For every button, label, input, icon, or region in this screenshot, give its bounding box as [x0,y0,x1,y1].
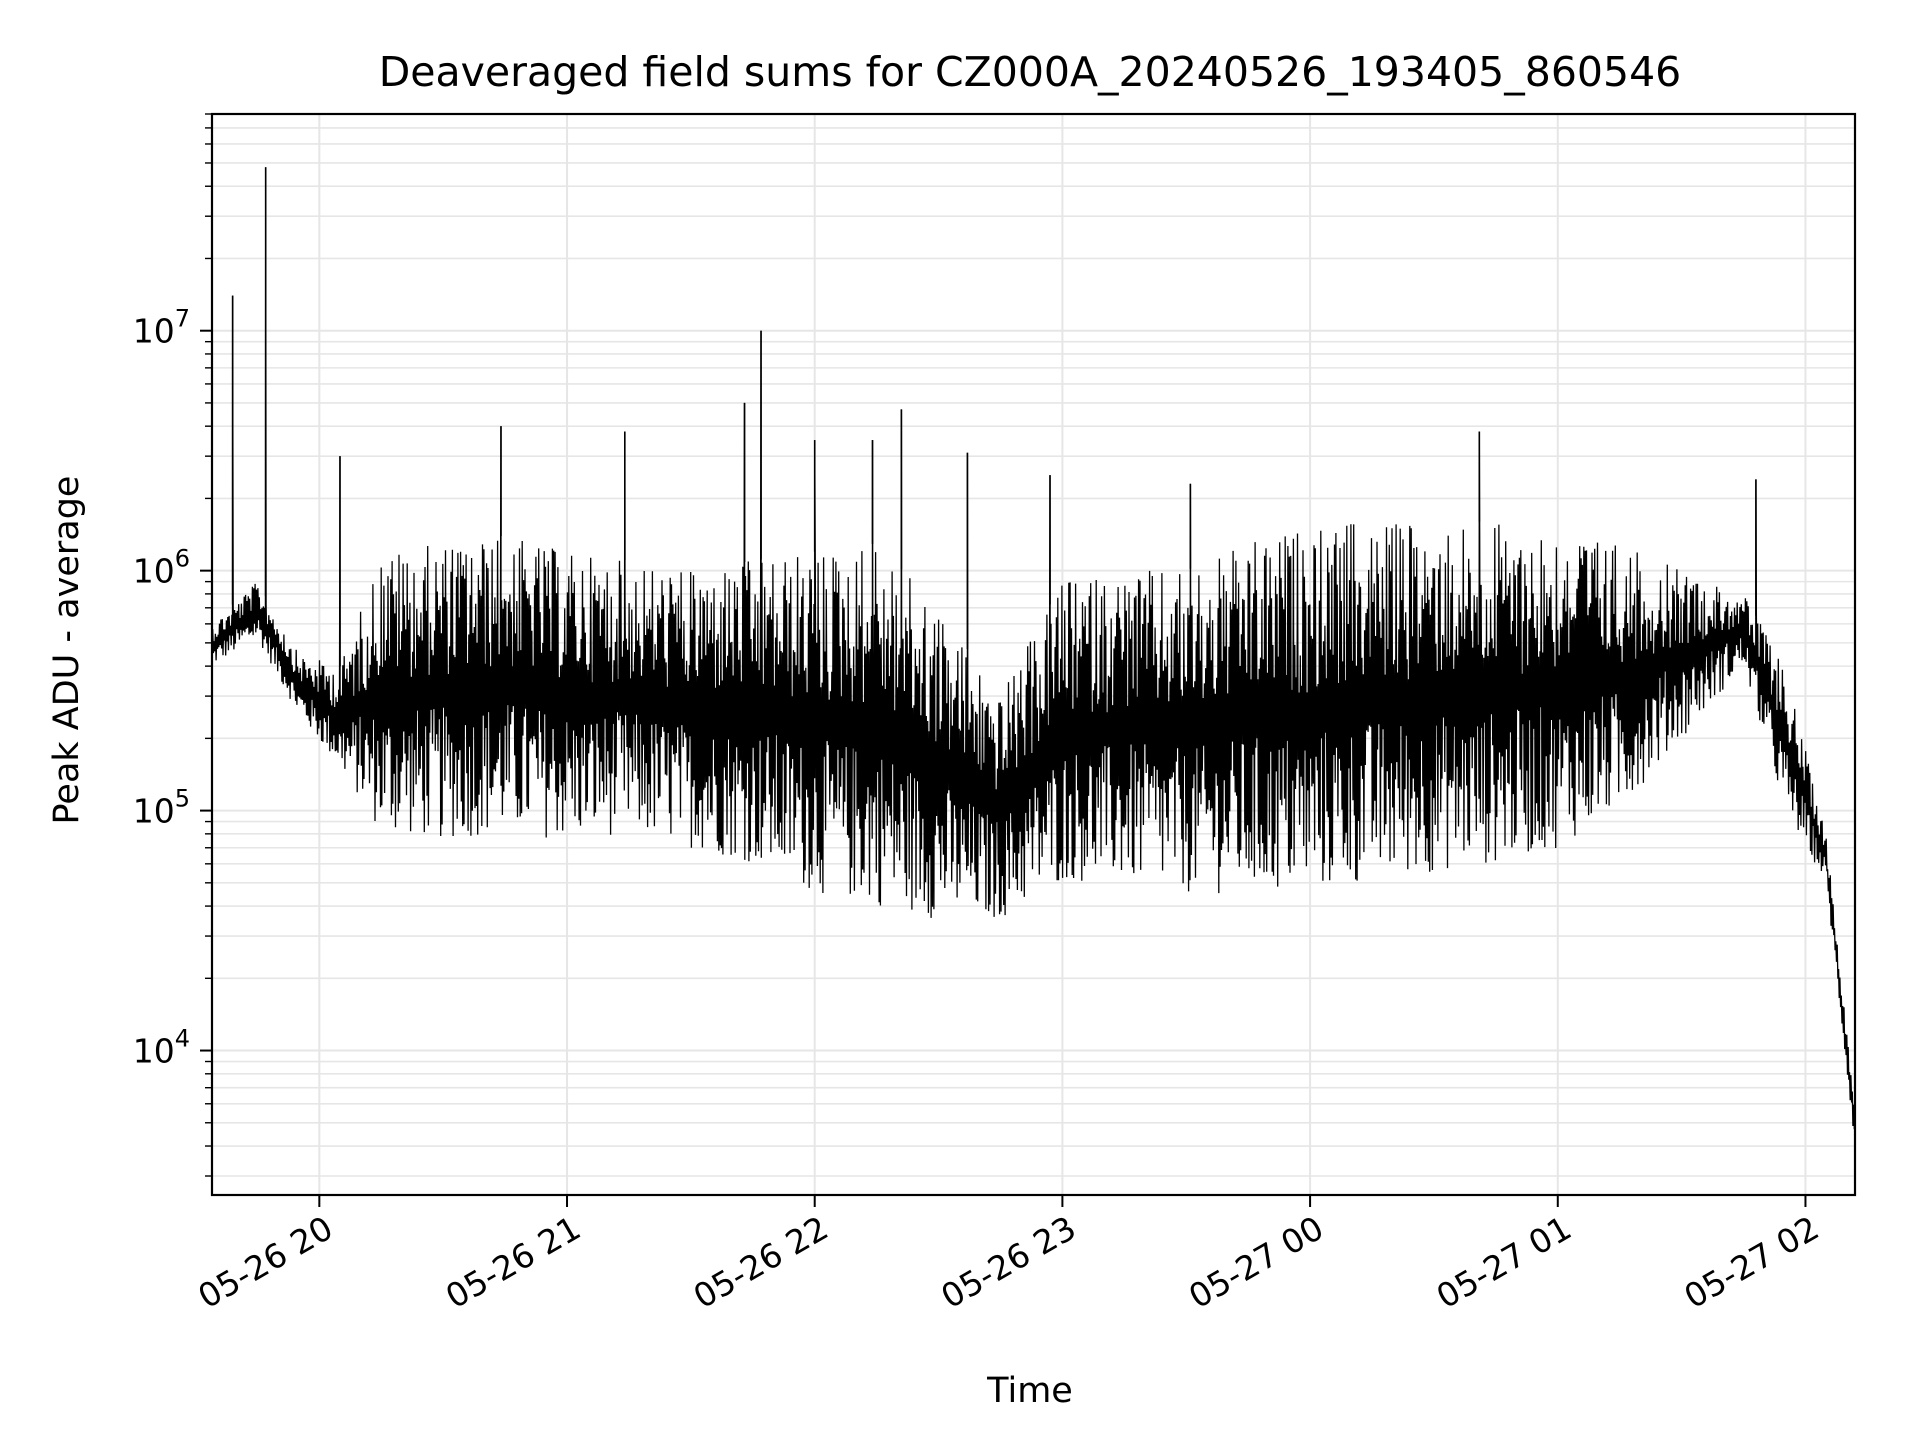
y-axis-label: Peak ADU - average [47,476,87,825]
y-axis: 104 105 106 107 [133,113,212,1177]
x-axis-label: Time [986,1371,1073,1411]
chart-title: Deaveraged field sums for CZ000A_2024052… [379,48,1682,96]
y-tick-label: 104 [133,1025,190,1071]
y-tick-label: 105 [133,785,190,831]
y-tick-label: 107 [133,305,190,351]
series-layer [211,167,1856,1146]
series-line [211,167,1856,1146]
y-tick-label: 106 [133,545,190,591]
plot-frame [210,112,1857,1197]
axes-frame [210,112,1857,1197]
